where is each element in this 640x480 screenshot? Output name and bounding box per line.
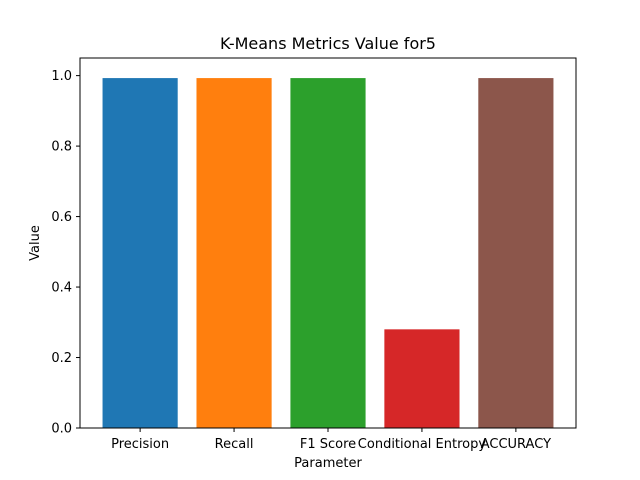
y-tick-label: 0.4 bbox=[51, 281, 72, 296]
y-tick-label: 0.8 bbox=[51, 140, 72, 155]
x-axis-title: Parameter bbox=[294, 456, 362, 471]
y-tick-label: 0.6 bbox=[51, 210, 72, 225]
x-axis-ticks: Precision Recall F1 Score Conditional Entro… bbox=[111, 428, 551, 452]
y-tick-label: 0.0 bbox=[51, 422, 72, 437]
y-axis-ticks: 0.0 0.2 0.4 0.6 0.8 1.0 bbox=[51, 69, 80, 437]
chart-title: K-Means Metrics Value for5 bbox=[220, 34, 436, 53]
bar-recall bbox=[196, 78, 272, 428]
x-tick-label: Precision bbox=[111, 437, 169, 452]
y-tick-label: 1.0 bbox=[51, 69, 72, 84]
plot-frame bbox=[79, 57, 577, 429]
x-tick-label: Conditional Entropy bbox=[358, 437, 487, 452]
x-tick-label: ACCURACY bbox=[481, 437, 551, 452]
x-tick-label: F1 Score bbox=[300, 437, 356, 452]
y-tick-label: 0.2 bbox=[51, 351, 72, 366]
bar-accuracy bbox=[478, 78, 554, 428]
x-tick-label: Recall bbox=[215, 437, 254, 452]
bar-precision bbox=[102, 78, 178, 428]
y-axis-title: Value bbox=[28, 225, 43, 261]
bars-group bbox=[102, 78, 554, 428]
bar-conditional-entropy bbox=[384, 329, 460, 428]
bar-f1-score bbox=[290, 78, 366, 428]
